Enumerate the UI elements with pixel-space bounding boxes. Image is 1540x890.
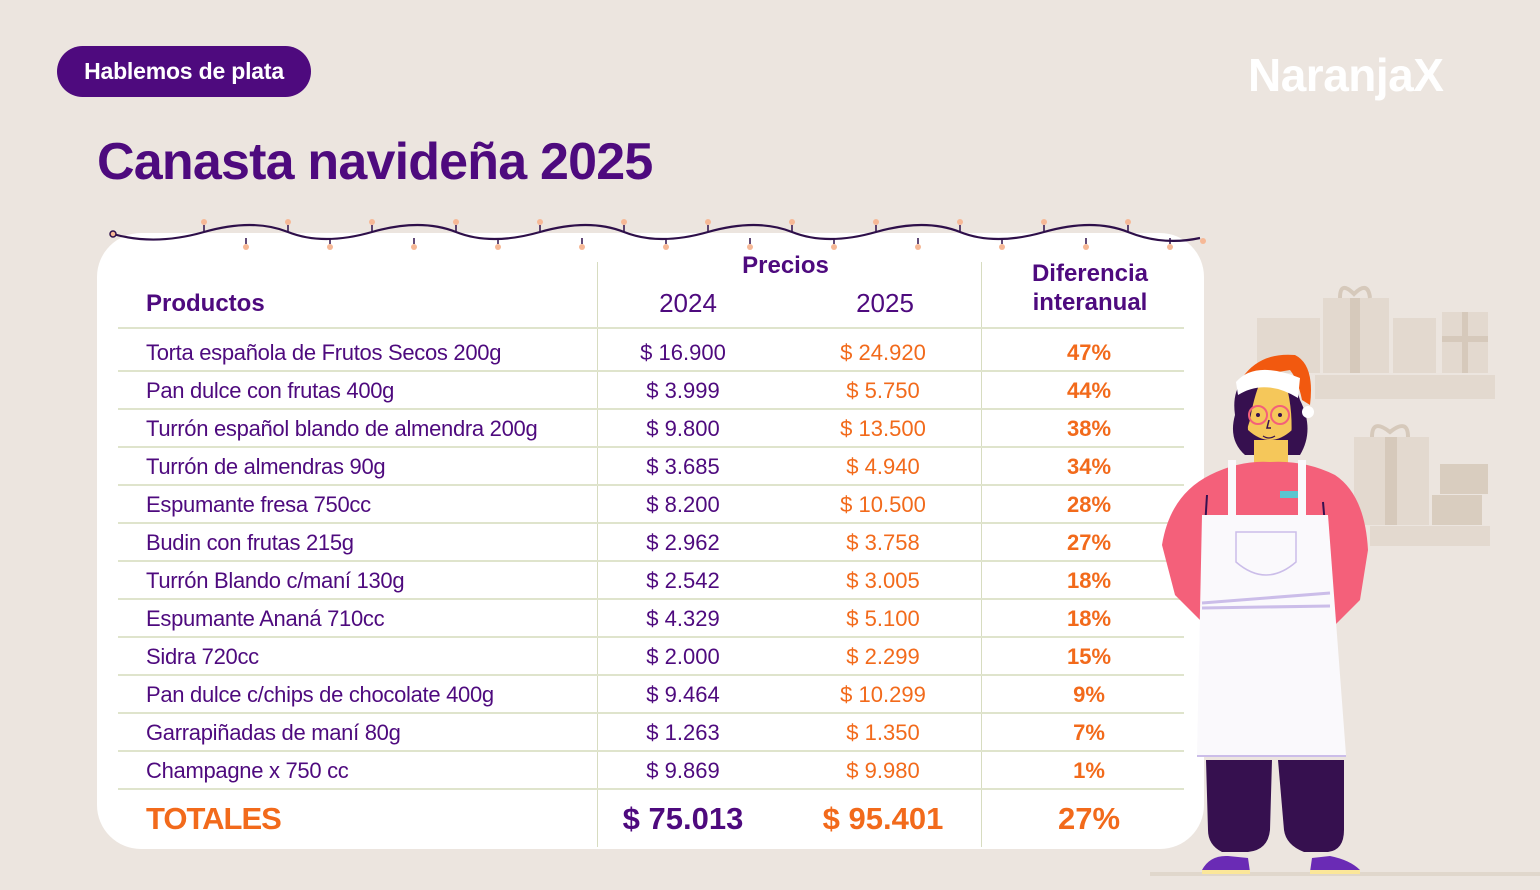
price-2024: $ 3.999: [646, 378, 720, 403]
row-divider: [118, 636, 1184, 638]
year-over-year-diff: 1%: [1073, 758, 1105, 783]
year-over-year-diff: 44%: [1066, 378, 1112, 403]
product-name: Garrapiñadas de maní 80g: [146, 720, 401, 745]
year-over-year-diff: 38%: [1066, 416, 1112, 441]
naranjax-logo: NaranjaX: [1248, 49, 1444, 101]
table-row: Espumante fresa 750cc $ 8.200 $ 10.500 2…: [118, 486, 1184, 524]
price-2024: $ 2.000: [646, 644, 720, 669]
header-products: Productos: [146, 290, 265, 317]
row-divider: [118, 674, 1184, 676]
price-2024: $ 2.542: [646, 568, 720, 593]
total-2025: $ 95.401: [822, 801, 944, 836]
table-row: Champagne x 750 cc $ 9.869 $ 9.980 1%: [118, 752, 1184, 790]
header-difference: Diferencia interanual: [985, 259, 1195, 317]
table-row: Budin con frutas 215g $ 2.962 $ 3.758 27…: [118, 524, 1184, 562]
table-row: Espumante Ananá 710cc $ 4.329 $ 5.100 18…: [118, 600, 1184, 638]
santa-hat-woman-illustration-icon: [1150, 286, 1540, 876]
row-divider: [118, 370, 1184, 372]
product-name: Pan dulce c/chips de chocolate 400g: [146, 682, 494, 707]
column-divider: [981, 262, 982, 847]
row-divider: [118, 560, 1184, 562]
header-year-2025: 2025: [856, 288, 914, 318]
year-over-year-diff: 47%: [1066, 340, 1112, 365]
price-2025: $ 1.350: [846, 720, 920, 745]
table-row: Turrón de almendras 90g $ 3.685 $ 4.940 …: [118, 448, 1184, 486]
price-2025: $ 3.005: [846, 568, 920, 593]
price-2025: $ 3.758: [846, 530, 920, 555]
row-divider: [118, 712, 1184, 714]
year-over-year-diff: 15%: [1066, 644, 1112, 669]
price-2024: $ 4.329: [646, 606, 720, 631]
price-2025: $ 4.940: [846, 454, 920, 479]
product-name: Turrón de almendras 90g: [146, 454, 386, 479]
product-name: Pan dulce con frutas 400g: [146, 378, 395, 403]
year-over-year-diff: 18%: [1066, 606, 1112, 631]
year-over-year-diff: 18%: [1066, 568, 1112, 593]
table-row: Sidra 720cc $ 2.000 $ 2.299 15%: [118, 638, 1184, 676]
row-divider: [118, 408, 1184, 410]
table-row: Turrón español blando de almendra 200g $…: [118, 410, 1184, 448]
product-name: Turrón Blando c/maní 130g: [146, 568, 405, 593]
total-diff: 27%: [1057, 801, 1121, 836]
header-year-2024: 2024: [659, 288, 717, 318]
total-2024: $ 75.013: [622, 801, 744, 836]
row-divider: [118, 522, 1184, 524]
totals-row: TOTALES $ 75.013 $ 95.401 27%: [118, 795, 1184, 843]
row-divider: [118, 788, 1184, 790]
product-name: Espumante fresa 750cc: [146, 492, 371, 517]
price-2024: $ 16.900: [640, 340, 726, 365]
table-row: Pan dulce con frutas 400g $ 3.999 $ 5.75…: [118, 372, 1184, 410]
price-2024: $ 8.200: [646, 492, 720, 517]
year-over-year-diff: 9%: [1073, 682, 1105, 707]
table-row: Torta española de Frutos Secos 200g $ 16…: [118, 334, 1184, 372]
christmas-lights-garland-icon: [109, 219, 1206, 250]
price-2024: $ 9.800: [646, 416, 720, 441]
product-name: Espumante Ananá 710cc: [146, 606, 385, 631]
product-name: Turrón español blando de almendra 200g: [146, 416, 538, 441]
year-over-year-diff: 27%: [1066, 530, 1112, 555]
header-difference-line1: Diferencia: [1031, 260, 1149, 287]
price-2025: $ 10.299: [840, 682, 926, 707]
totals-label: TOTALES: [146, 801, 282, 836]
price-2024: $ 2.962: [646, 530, 720, 555]
product-name: Torta española de Frutos Secos 200g: [146, 340, 502, 365]
price-2025: $ 2.299: [846, 644, 920, 669]
row-divider: [118, 484, 1184, 486]
price-2024: $ 9.464: [646, 682, 720, 707]
price-2024: $ 3.685: [646, 454, 720, 479]
price-2025: $ 5.750: [846, 378, 920, 403]
product-name: Champagne x 750 cc: [146, 758, 349, 783]
product-name: Sidra 720cc: [146, 644, 259, 669]
table-row: Turrón Blando c/maní 130g $ 2.542 $ 3.00…: [118, 562, 1184, 600]
year-over-year-diff: 34%: [1066, 454, 1112, 479]
price-table-card: [97, 233, 1204, 849]
header-prices: Precios: [742, 252, 829, 279]
price-2024: $ 1.263: [646, 720, 720, 745]
price-2025: $ 10.500: [840, 492, 926, 517]
price-2025: $ 13.500: [840, 416, 926, 441]
gift-shelves-icon: [1257, 286, 1495, 546]
table-row: Pan dulce c/chips de chocolate 400g $ 9.…: [118, 676, 1184, 714]
year-over-year-diff: 28%: [1066, 492, 1112, 517]
price-2025: $ 5.100: [846, 606, 920, 631]
row-divider: [118, 446, 1184, 448]
category-badge: Hablemos de plata: [57, 46, 311, 97]
year-over-year-diff: 7%: [1073, 720, 1105, 745]
row-divider: [118, 750, 1184, 752]
price-2024: $ 9.869: [646, 758, 720, 783]
product-name: Budin con frutas 215g: [146, 530, 354, 555]
page-title: Canasta navideña 2025: [97, 133, 653, 191]
column-divider: [597, 262, 598, 847]
price-2025: $ 9.980: [846, 758, 920, 783]
row-divider: [118, 327, 1184, 329]
row-divider: [118, 598, 1184, 600]
table-row: Garrapiñadas de maní 80g $ 1.263 $ 1.350…: [118, 714, 1184, 752]
header-difference-line2: interanual: [1032, 289, 1148, 316]
price-2025: $ 24.920: [840, 340, 926, 365]
